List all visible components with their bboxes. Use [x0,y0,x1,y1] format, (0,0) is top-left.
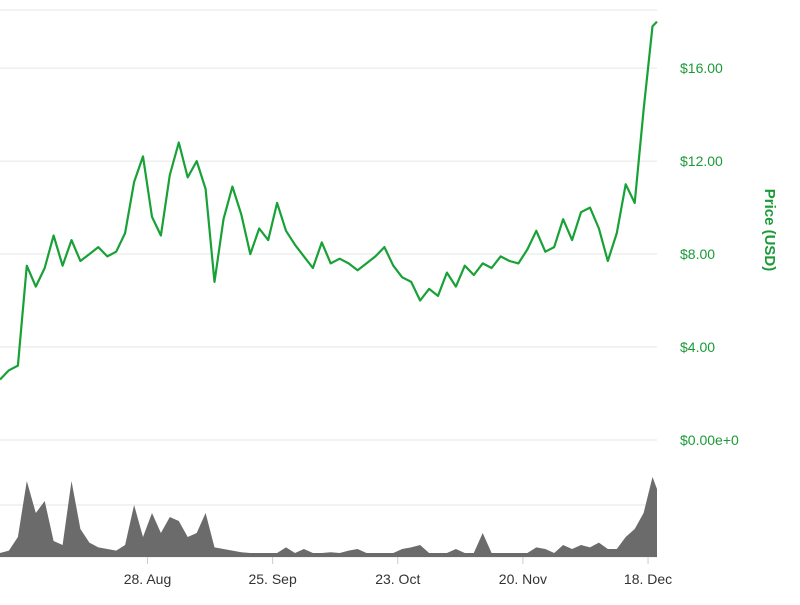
date-tick-label: 28. Aug [124,571,172,587]
date-tick-label: 23. Oct [375,571,420,587]
price-axis-title: Price (USD) [761,189,778,272]
date-tick-label: 20. Nov [499,571,547,587]
date-tick-label: 25. Sep [248,571,296,587]
price-tick-label: $0.00e+0 [680,432,739,448]
price-tick-label: $12.00 [680,153,723,169]
price-tick-label: $16.00 [680,60,723,76]
gridlines [0,9,657,558]
volume-area-path [0,477,657,557]
date-tick-label: 18. Dec [624,571,672,587]
price-line [0,20,658,381]
price-axis-ticks: $0.00e+0 $4.00 $8.00 $12.00 $16.00 [680,60,739,448]
price-tick-label: $4.00 [680,339,715,355]
price-series-line [0,20,658,381]
date-axis-ticks: 28. Aug 25. Sep 23. Oct 20. Nov 18. Dec [124,557,672,587]
volume-area [0,477,657,557]
price-tick-label: $8.00 [680,246,715,262]
